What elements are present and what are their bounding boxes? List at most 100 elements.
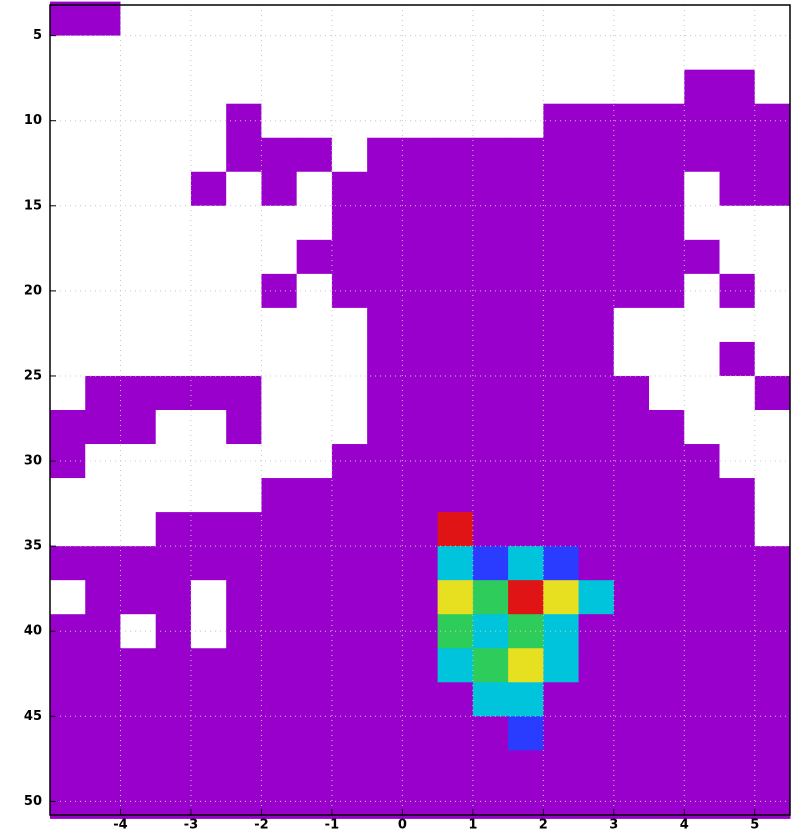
cell [649,69,685,105]
cell [402,137,439,173]
cell [578,512,615,547]
cell [508,478,544,513]
cell [754,478,791,513]
cell [649,307,685,343]
cell [85,546,121,581]
cell [190,648,227,683]
cell [331,546,368,581]
cell [190,375,227,411]
cell [754,410,791,445]
cell [472,137,509,173]
cell [190,69,227,105]
cell [261,784,298,819]
cell [190,580,227,615]
cell [543,375,580,411]
cell [684,307,721,343]
cell [261,580,298,615]
cell [331,137,368,173]
cell [719,512,756,547]
y-tick-label: 40 [24,624,42,639]
cell [684,341,721,377]
cell [367,35,403,71]
cell [472,546,509,581]
cell [261,171,298,207]
cell [331,35,368,71]
cell [190,444,227,479]
cell [50,35,86,71]
cell [613,478,650,513]
cell [226,239,262,275]
x-tick-label: -4 [113,818,127,833]
cell [50,546,86,581]
cell [261,682,298,717]
cell [296,273,333,309]
cell [226,273,262,309]
cell [543,682,580,717]
cell [719,69,756,105]
cell [437,716,474,751]
cell [261,546,298,581]
cell [120,69,157,105]
cell [508,1,544,37]
cell [613,171,650,207]
cell [226,171,262,207]
cell [261,239,298,275]
cell [684,375,721,411]
cell [85,478,121,513]
cell [261,716,298,751]
y-tick-label: 45 [24,709,42,724]
y-tick-label: 5 [33,28,42,43]
cell [155,444,192,479]
cell [226,137,262,173]
cell [85,716,121,751]
cell [296,444,333,479]
cell [226,478,262,513]
cell [296,784,333,819]
cell [190,614,227,649]
cell [402,682,439,717]
cell [120,580,157,615]
cell [50,69,86,105]
cell [719,307,756,343]
cell [613,682,650,717]
cell [85,171,121,207]
cell [226,410,262,445]
cell [543,478,580,513]
cell [649,375,685,411]
cell [613,512,650,547]
cell [331,614,368,649]
cell [85,205,121,241]
cell [296,375,333,411]
cell [613,239,650,275]
cell [719,205,756,241]
cell [578,273,615,309]
x-tick-label: 3 [609,818,618,833]
cell [402,341,439,377]
cell [296,1,333,37]
cell [155,784,192,819]
cell [684,716,721,751]
cell [472,648,509,683]
cell [85,35,121,71]
cell [155,205,192,241]
cell [190,512,227,547]
cell [85,410,121,445]
cell [155,35,192,71]
cell [578,69,615,105]
cell [296,580,333,615]
cell [543,444,580,479]
cell [613,580,650,615]
cell [226,375,262,411]
cell [85,137,121,173]
cell [613,716,650,751]
cell [261,205,298,241]
cell [578,171,615,207]
cell [155,103,192,139]
cell [437,239,474,275]
cell [684,614,721,649]
cell [296,512,333,547]
cell [120,341,157,377]
cell [296,682,333,717]
cell [367,648,403,683]
